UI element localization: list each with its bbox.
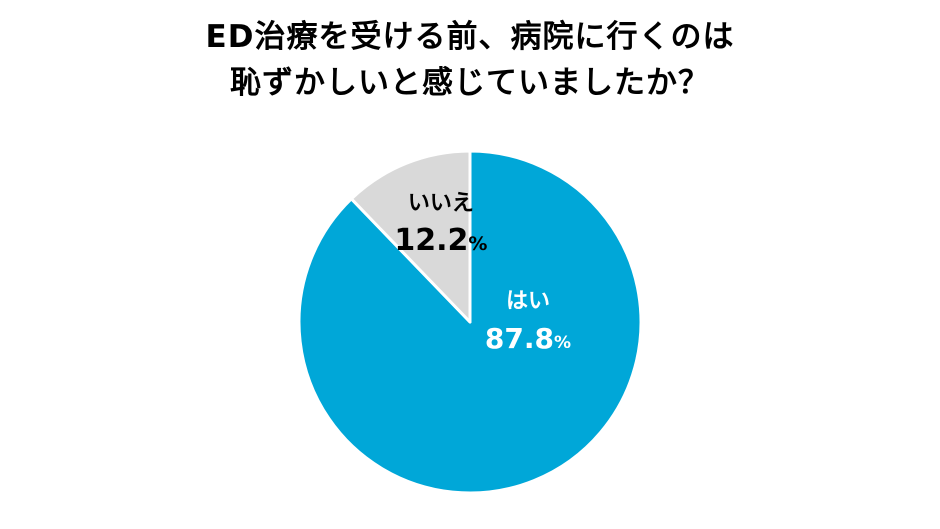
slice-value-0: 87.8%	[485, 322, 571, 355]
chart-title-line-1: ED治療を受ける前、病院に行くのは	[205, 19, 735, 55]
slice-label-0: はい	[506, 289, 550, 314]
slice-value-1: 12.2%	[394, 223, 487, 258]
chart-title-line-2: 恥ずかしいと感じていましたか？	[230, 65, 710, 101]
slice-label-1: いいえ	[408, 191, 474, 216]
pie-slice-1	[349, 149, 472, 324]
chart-title: ED治療を受ける前、病院に行くのは 恥ずかしいと感じていましたか？	[0, 14, 940, 106]
